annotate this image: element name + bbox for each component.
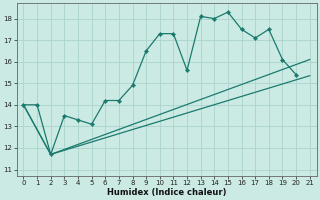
X-axis label: Humidex (Indice chaleur): Humidex (Indice chaleur): [107, 188, 226, 197]
